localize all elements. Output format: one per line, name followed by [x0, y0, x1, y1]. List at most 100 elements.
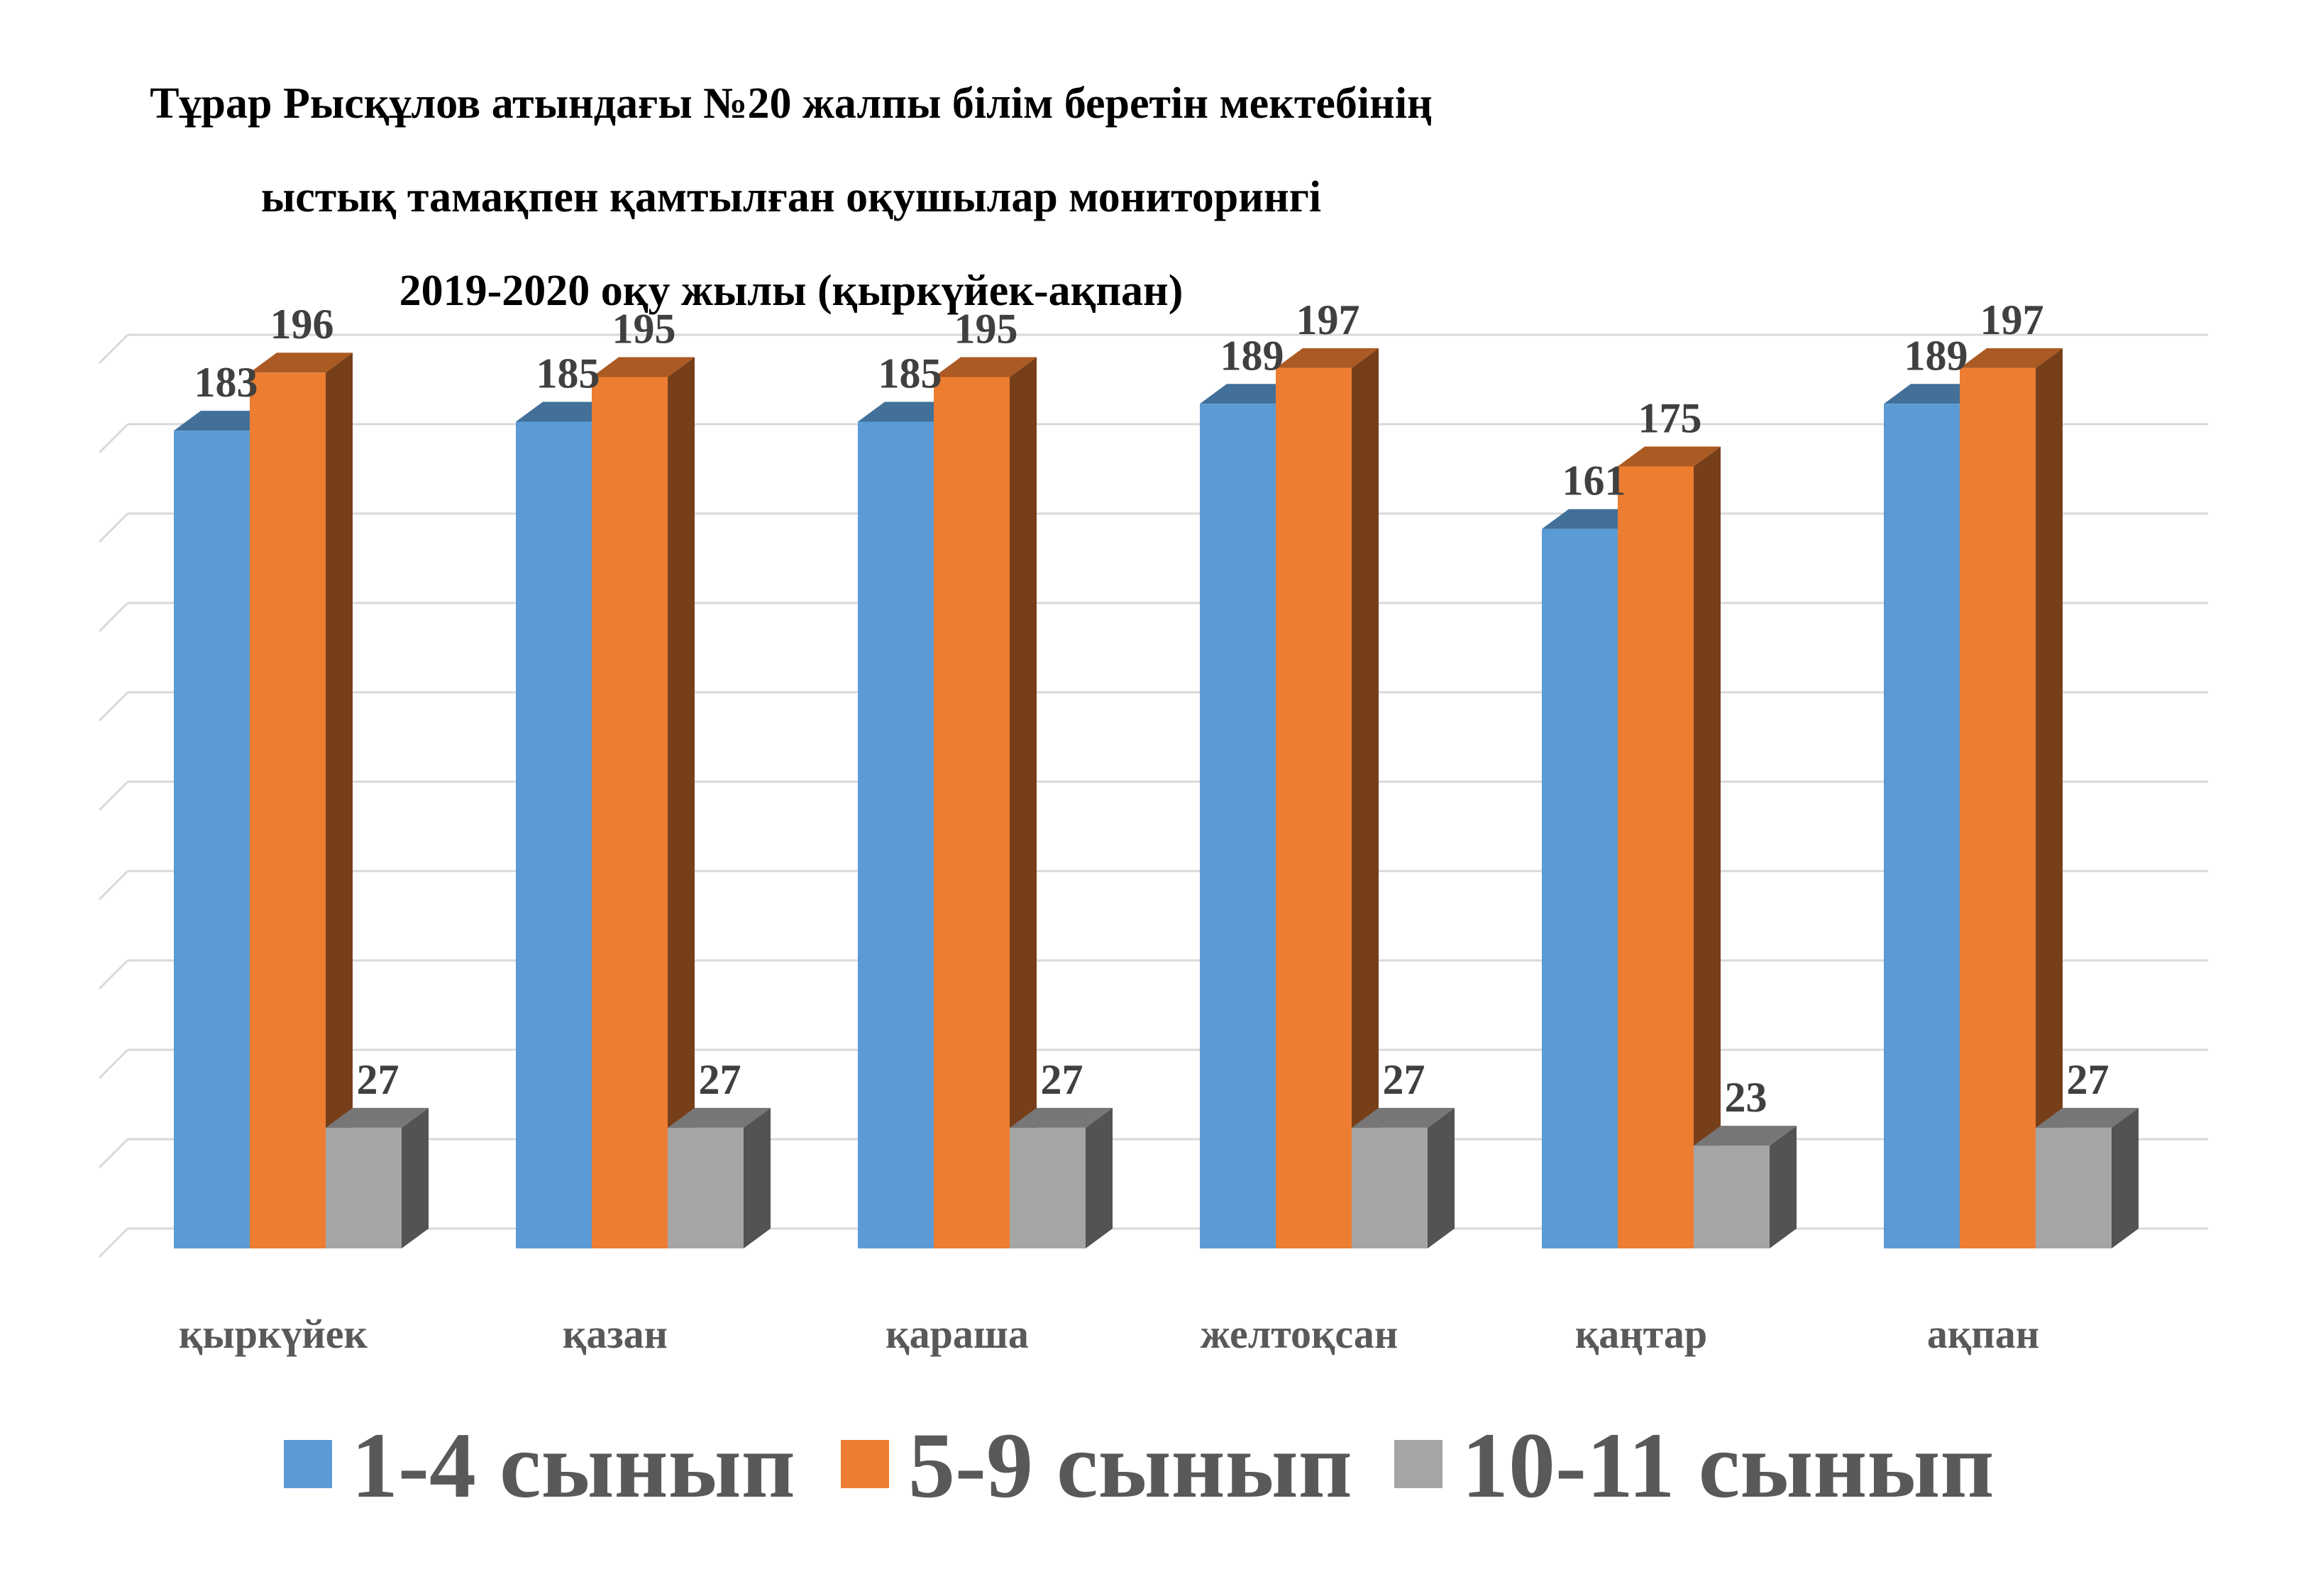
value-label: 27 [1041, 1056, 1083, 1103]
bar [934, 357, 1037, 1248]
bar-side [1770, 1126, 1797, 1248]
bar-top [592, 357, 695, 377]
value-label: 185 [536, 350, 600, 397]
gridline-side [98, 1138, 129, 1169]
bar-side [1086, 1107, 1113, 1248]
bar-front [1618, 466, 1694, 1248]
gridline-side [98, 780, 129, 811]
bars [174, 348, 2139, 1249]
bar-top [1694, 1126, 1797, 1146]
value-label: 197 [1296, 297, 1360, 343]
bar-side [1352, 348, 1379, 1248]
bar-top [1618, 446, 1721, 467]
value-label: 27 [699, 1056, 741, 1103]
bar-side [2036, 348, 2063, 1248]
legend-label: 10-11 сынып [1462, 1413, 1995, 1517]
value-label: 23 [1725, 1074, 1767, 1121]
bar-front [592, 377, 668, 1248]
gridline-side [98, 870, 129, 901]
bar-front [516, 421, 592, 1248]
bar [1352, 1107, 1455, 1248]
bar [1010, 1107, 1113, 1248]
category-label: ақпан [1927, 1311, 2039, 1357]
bar-side [1694, 446, 1721, 1248]
value-label: 27 [357, 1056, 399, 1103]
bar-top [668, 1107, 771, 1128]
bar-side [1010, 357, 1037, 1248]
gridline-side [98, 423, 129, 454]
value-label: 27 [2067, 1056, 2109, 1103]
value-label: 175 [1638, 395, 1702, 442]
title-line-2: ыстық тамақпен қамтылған оқушылар монито… [261, 173, 1321, 221]
bar-top [2036, 1107, 2139, 1128]
value-label: 196 [270, 301, 334, 348]
value-label: 185 [878, 350, 942, 397]
bar-side [402, 1107, 429, 1248]
bar-side [668, 357, 695, 1248]
bar [326, 1107, 429, 1248]
legend: 1-4 сынып 5-9 сынып 10-11 сынып [284, 1413, 1995, 1517]
value-label: 161 [1562, 458, 1626, 504]
category-labels: қыркүйек қазан қараша желтоқсан қаңтар ақпан [179, 1311, 2039, 1357]
value-label: 27 [1383, 1056, 1425, 1103]
bar-front [668, 1127, 744, 1248]
value-label: 183 [194, 359, 258, 406]
value-label: 195 [954, 306, 1018, 353]
gridline-side [98, 1227, 129, 1258]
bar-top [934, 357, 1037, 377]
bar [1276, 348, 1379, 1248]
bar-front [2036, 1127, 2112, 1248]
bar-front [250, 372, 326, 1249]
value-label: 197 [1980, 297, 2044, 343]
bar-top [250, 353, 353, 373]
gridline-side [98, 691, 129, 722]
title-line-1: Тұрар Рысқұлов атындағы №20 жалпы білім … [150, 79, 1433, 128]
bar-top [1010, 1107, 1113, 1128]
bar [2036, 1107, 2139, 1248]
bar-front [1352, 1127, 1428, 1248]
gridline-side [98, 602, 129, 633]
bar-top [1352, 1107, 1455, 1128]
bar-top [1276, 348, 1379, 368]
bar-front [1694, 1146, 1770, 1248]
bar-top [1960, 348, 2063, 368]
legend-swatch [1394, 1440, 1442, 1488]
category-label: қазан [563, 1311, 668, 1357]
category-label: қаңтар [1575, 1311, 1707, 1357]
bar-front [1276, 367, 1352, 1248]
bar-front [174, 431, 250, 1248]
chart-title: Тұрар Рысқұлов атындағы №20 жалпы білім … [150, 79, 1433, 315]
category-label: қараша [886, 1311, 1029, 1357]
gridline-side [98, 512, 129, 543]
bar-side [326, 353, 353, 1249]
bar-side [2112, 1107, 2139, 1248]
category-label: қыркүйек [179, 1311, 368, 1357]
bar [1694, 1126, 1797, 1248]
bar-front [1010, 1127, 1086, 1248]
gridline-side [98, 333, 129, 365]
gridline-side [98, 1048, 129, 1080]
bar-side [744, 1107, 771, 1248]
bar-front [1542, 528, 1618, 1248]
bar [592, 357, 695, 1248]
value-label: 189 [1904, 332, 1968, 379]
legend-swatch [841, 1440, 889, 1488]
bar-front [1960, 367, 2036, 1248]
gridline-side [98, 959, 129, 990]
bar [1618, 446, 1721, 1248]
bar-front [326, 1127, 402, 1248]
bar [1960, 348, 2063, 1248]
legend-label: 5-9 сынып [908, 1413, 1352, 1517]
gridlines [98, 333, 2208, 1258]
bar [668, 1107, 771, 1248]
bar-top [326, 1107, 429, 1128]
bar-front [858, 421, 934, 1248]
bar-front [1200, 404, 1276, 1248]
legend-swatch [284, 1440, 332, 1488]
value-label: 195 [612, 306, 676, 353]
value-label: 189 [1220, 332, 1284, 379]
value-labels: 183 196 27 185 195 27 185 195 27 189 197 27 161 175 23… [194, 297, 2109, 1121]
bar-front [1884, 404, 1960, 1248]
bar-front [934, 377, 1010, 1248]
